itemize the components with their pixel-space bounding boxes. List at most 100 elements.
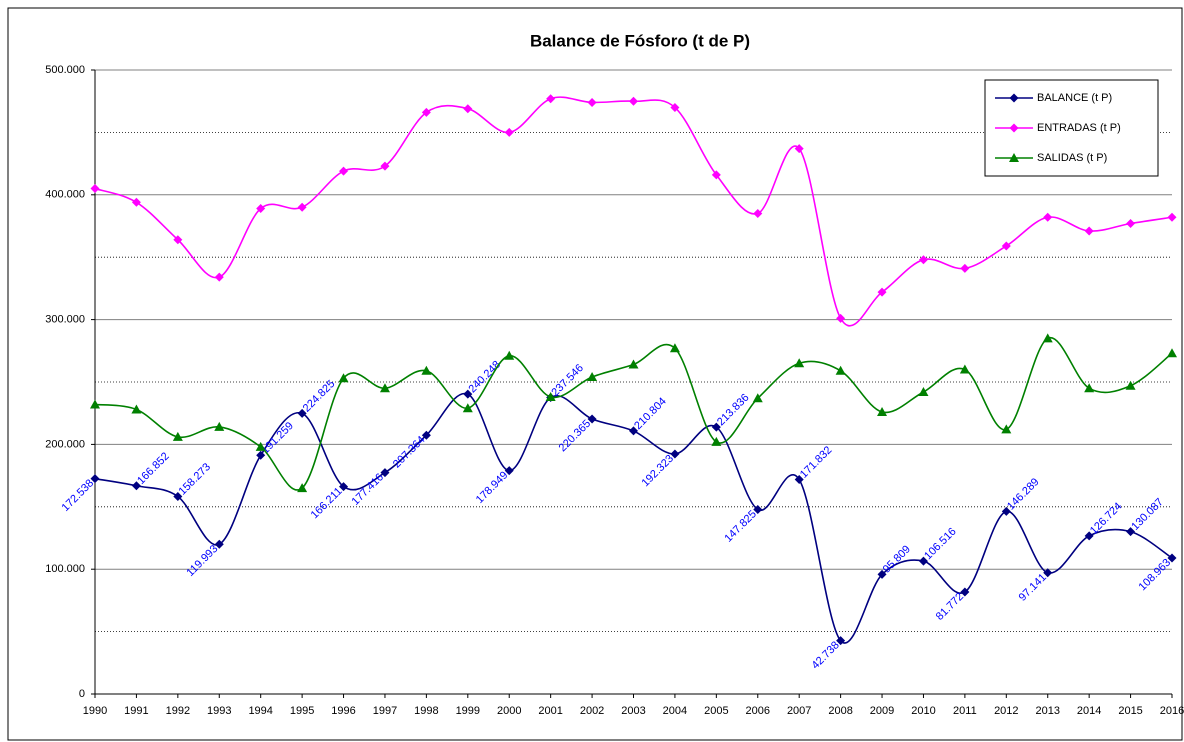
x-tick-label: 2013	[1035, 705, 1059, 717]
y-tick-label: 400.000	[45, 189, 85, 201]
data-point	[587, 372, 598, 382]
chart-title: Balance de Fósforo (t de P)	[530, 31, 750, 50]
data-point	[836, 313, 846, 323]
data-point	[711, 436, 722, 446]
data-point	[629, 96, 638, 106]
x-tick-label: 1990	[83, 705, 107, 717]
y-tick-label: 300.000	[45, 314, 85, 326]
data-point	[753, 209, 763, 219]
legend-label: ENTRADAS (t P)	[1037, 122, 1121, 134]
y-tick-label: 500.000	[45, 64, 85, 76]
x-tick-label: 1996	[331, 705, 355, 717]
legend-marker	[1009, 153, 1019, 162]
data-point	[1167, 212, 1177, 222]
data-point	[462, 403, 473, 413]
data-point	[1001, 424, 1012, 434]
data-point	[587, 97, 597, 107]
x-tick-label: 1991	[124, 705, 148, 717]
data-point	[380, 161, 390, 171]
data-point	[172, 431, 183, 441]
data-point	[670, 102, 680, 112]
data-point	[131, 481, 141, 491]
data-point	[214, 539, 224, 549]
data-point	[297, 483, 308, 493]
series-line	[94, 96, 1173, 327]
data-point	[421, 365, 432, 375]
x-tick-label: 2011	[953, 705, 977, 717]
data-point	[877, 569, 887, 579]
data-point	[1125, 380, 1136, 390]
data-point	[1042, 333, 1053, 343]
data-point	[587, 414, 597, 424]
x-tick-label: 2007	[787, 705, 811, 717]
y-tick-label: 200.000	[45, 438, 85, 450]
x-tick-label: 1994	[248, 705, 272, 717]
data-point	[504, 127, 514, 137]
x-tick-label: 2010	[911, 705, 935, 717]
x-tick-label: 2015	[1118, 705, 1142, 717]
data-point	[835, 365, 846, 375]
data-point	[794, 475, 804, 485]
data-point	[877, 406, 888, 416]
data-point	[877, 287, 887, 297]
data-point	[628, 359, 639, 369]
data-point	[546, 94, 556, 104]
data-point	[753, 505, 763, 515]
data-point	[421, 107, 431, 117]
x-tick-label: 2006	[746, 705, 770, 717]
data-point	[421, 430, 431, 440]
data-point	[918, 386, 929, 396]
data-point	[1001, 241, 1011, 251]
data-point	[90, 399, 100, 409]
data-point	[836, 636, 846, 646]
data-point	[379, 383, 390, 393]
x-tick-label: 2012	[994, 705, 1018, 717]
data-point	[504, 350, 515, 360]
data-point	[463, 389, 473, 399]
x-tick-label: 1999	[456, 705, 480, 717]
data-point	[380, 468, 390, 478]
data-point	[794, 358, 805, 368]
data-point	[131, 404, 142, 414]
data-point	[711, 170, 721, 180]
data-point	[173, 491, 183, 501]
data-point	[629, 426, 638, 436]
x-tick-label: 2005	[704, 705, 728, 717]
data-point	[960, 263, 970, 273]
data-point	[1084, 531, 1094, 541]
series-line	[94, 392, 1173, 644]
x-tick-label: 2016	[1160, 705, 1184, 717]
data-point	[90, 474, 100, 484]
y-tick-label: 100.000	[45, 563, 85, 575]
data-point	[1043, 568, 1053, 578]
data-point	[1167, 348, 1177, 358]
data-point	[1084, 226, 1094, 236]
data-point	[960, 587, 970, 597]
data-point	[297, 202, 307, 212]
data-point	[1126, 219, 1136, 229]
data-point	[918, 556, 928, 566]
data-point	[1167, 553, 1177, 563]
x-tick-label: 1998	[414, 705, 438, 717]
x-tick-label: 2000	[497, 705, 521, 717]
x-tick-label: 1997	[373, 705, 397, 717]
data-point	[256, 450, 266, 460]
data-point	[545, 391, 556, 401]
x-tick-label: 2009	[870, 705, 894, 717]
data-point	[752, 393, 763, 403]
data-point	[90, 184, 100, 194]
x-tick-label: 1995	[290, 705, 314, 717]
legend-label: SALIDAS (t P)	[1037, 152, 1107, 164]
x-tick-label: 2004	[663, 705, 687, 717]
data-point	[173, 235, 183, 245]
data-point	[1126, 527, 1136, 537]
legend-marker	[1009, 93, 1019, 103]
x-tick-label: 2008	[828, 705, 852, 717]
data-point	[711, 422, 721, 432]
data-point	[214, 272, 224, 282]
legend-marker	[1009, 123, 1019, 133]
data-point	[959, 364, 970, 374]
x-tick-label: 2001	[538, 705, 562, 717]
data-point	[1043, 212, 1053, 222]
